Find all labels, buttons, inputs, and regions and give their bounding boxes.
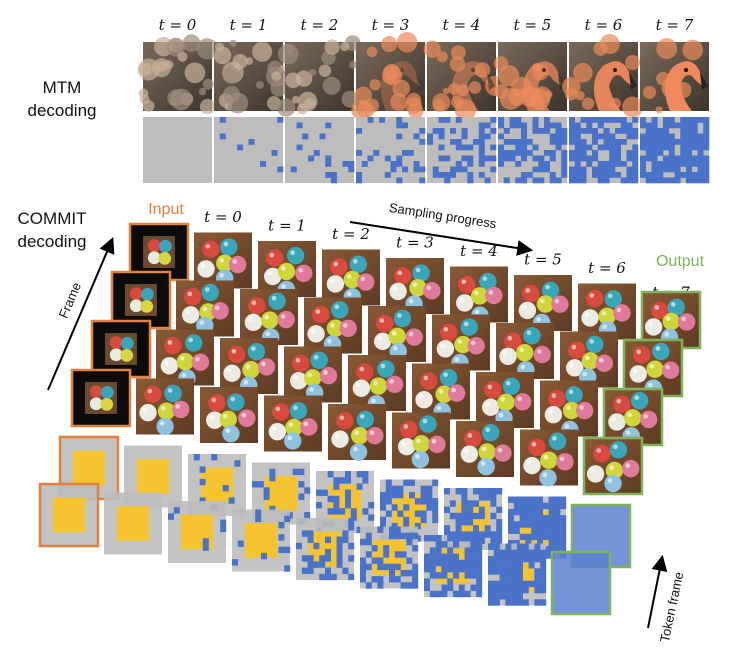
video-frame-tile [328, 404, 386, 461]
video-frame-tile [412, 363, 470, 420]
input-frame-tile [128, 222, 190, 282]
output-frame-tile [642, 292, 700, 348]
mtm-image-tile [213, 39, 288, 114]
mtm-image-tile [562, 34, 643, 118]
video-frame-tile [496, 323, 554, 379]
mtm-timestep-label: t = 1 [230, 16, 268, 34]
video-frame-tile [540, 380, 598, 439]
token-tile [252, 462, 311, 525]
token-tile [488, 543, 547, 606]
mtm-image-tile [493, 42, 567, 111]
video-frame-tile [194, 232, 252, 289]
video-frame-tile [456, 421, 514, 477]
output-frame-tile [584, 438, 642, 494]
output-label: Output [656, 253, 705, 270]
mtm-mask-tile [498, 117, 568, 184]
commit-timestep-label: t = 4 [460, 242, 498, 260]
input-frame-tile [90, 319, 152, 379]
video-frame-tile [560, 331, 618, 388]
mtm-mask-tile [214, 117, 284, 183]
mtm-image-tile [423, 40, 506, 121]
mtm-timestep-label: t = 4 [443, 16, 481, 34]
output-frame-tile [624, 340, 682, 397]
video-frame-tile [392, 412, 450, 469]
input-frame-tile [70, 368, 132, 428]
token-frame-axis-label: Token frame [657, 571, 687, 644]
commit-timestep-label: t = 3 [396, 234, 434, 252]
video-frame-tile [136, 378, 194, 436]
commit-section: COMMIT decoding Input Output Sampling pr… [17, 200, 704, 644]
video-frame-tile [476, 372, 534, 428]
mtm-timestep-label: t = 3 [372, 16, 410, 34]
sampling-progress-label: Sampling progress [388, 200, 498, 231]
commit-timestep-label: t = 0 [204, 208, 242, 226]
mtm-image-tile [640, 38, 709, 114]
video-frame-tile [520, 429, 578, 487]
mtm-mask-tile [356, 117, 426, 184]
token-tile [424, 535, 483, 598]
mtm-image-tile [137, 34, 218, 115]
commit-label-line2: decoding [17, 232, 86, 251]
video-frame-tile [304, 297, 362, 354]
output-token-tile [550, 550, 612, 616]
mtm-timestep-label: t = 2 [301, 16, 339, 34]
frame-axis-arrow [47, 237, 115, 391]
commit-label-line1: COMMIT [18, 209, 87, 228]
mtm-section: MTM decoding t = 0 t = 1 t = 2 t = 3 t = 4 t … [27, 16, 710, 184]
commit-timestep-label: t = 5 [524, 251, 562, 269]
video-frame-tile [348, 355, 406, 413]
mtm-timestep-label: t = 6 [585, 16, 623, 34]
mtm-timestep-label: t = 7 [656, 16, 694, 34]
mtm-mask-tile [569, 117, 639, 184]
mtm-mask-tile [427, 117, 497, 184]
token-tile [104, 492, 162, 555]
mtm-label-line2: decoding [27, 101, 96, 120]
video-frame-tile [220, 338, 278, 394]
mtm-timestep-label: t = 5 [514, 16, 552, 34]
token-tile [360, 526, 419, 589]
video-frame-tile [156, 329, 214, 387]
token-tile [168, 501, 227, 563]
video-frame-tile [450, 266, 508, 324]
video-frame-tile [200, 387, 258, 443]
token-frame-axis-arrow [647, 554, 668, 629]
mtm-image-tile [276, 35, 361, 117]
mtm-label-line1: MTM [43, 78, 82, 97]
video-frame-tile [240, 289, 298, 346]
mtm-mask-tile [640, 117, 710, 184]
video-frame-tile [514, 275, 572, 332]
video-frame-tile [432, 314, 490, 372]
commit-timestep-label: t = 6 [588, 259, 626, 277]
video-frame-tile [264, 395, 322, 452]
token-tile [296, 518, 355, 581]
output-frame-tile [604, 389, 662, 445]
commit-timestep-label: t = 1 [268, 217, 306, 235]
input-token-tile [38, 482, 100, 548]
token-tile [232, 509, 291, 572]
mtm-timestep-label: t = 0 [159, 16, 197, 34]
video-frame-tile [284, 346, 342, 403]
video-frame-tile [368, 306, 426, 362]
input-token-tile [58, 435, 120, 501]
video-frame-tile [322, 249, 380, 306]
sampling-progress-arrow [349, 221, 534, 256]
video-frame-tile [176, 280, 234, 337]
input-label: Input [148, 201, 184, 218]
mtm-image-tile [351, 32, 425, 120]
commit-timestep-label: t = 2 [332, 225, 370, 243]
mtm-mask-tile [285, 117, 355, 184]
video-frame-tile [386, 258, 444, 314]
mtm-mask-tile [143, 117, 212, 183]
video-frame-tile [578, 283, 636, 340]
input-frame-tile [110, 270, 172, 330]
